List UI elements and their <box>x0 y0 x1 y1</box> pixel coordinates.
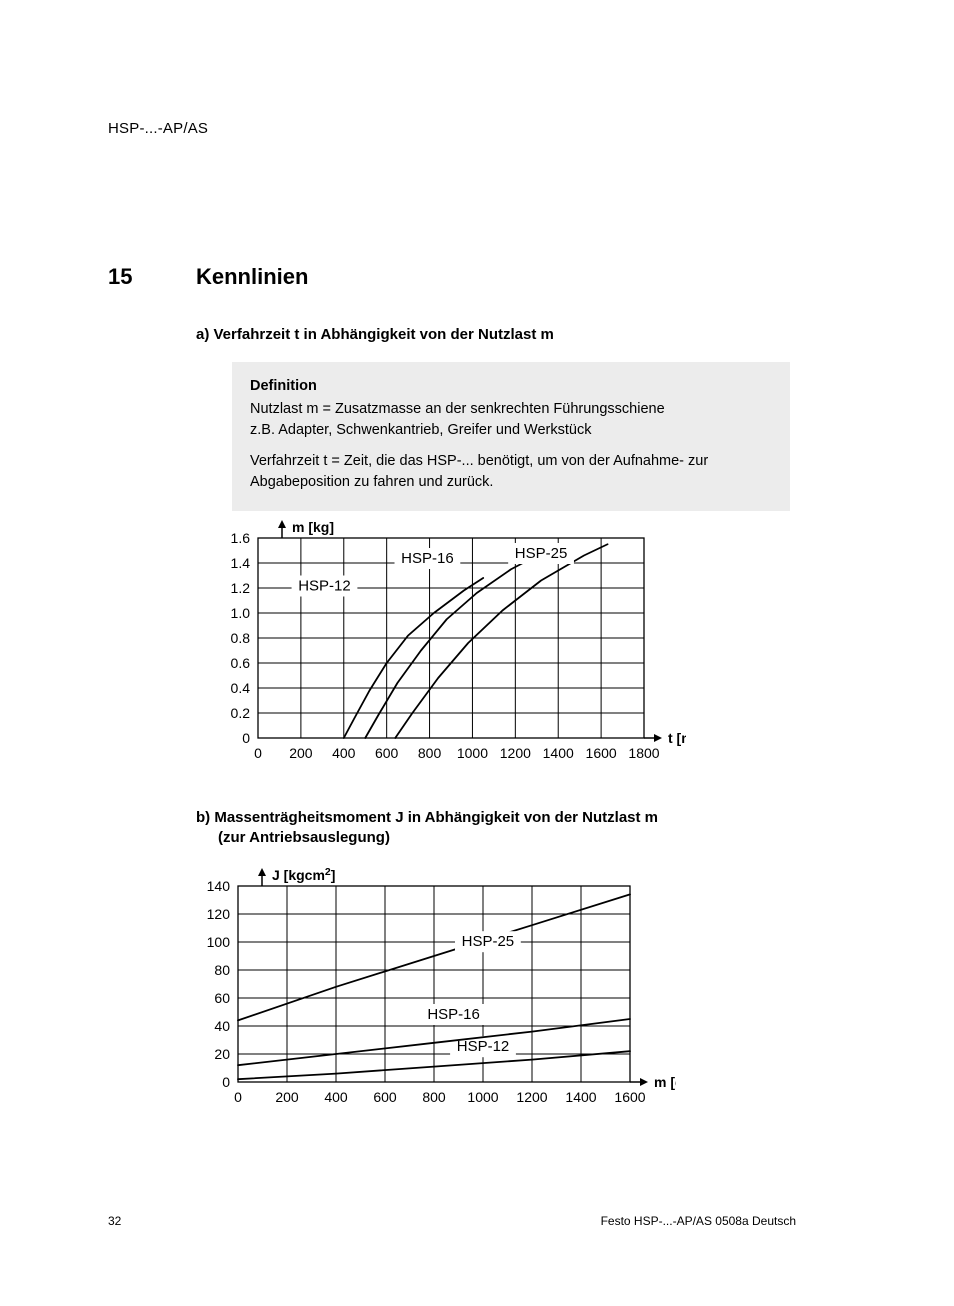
footer-text: Festo HSP-...-AP/AS 0508a Deutsch <box>601 1214 796 1228</box>
svg-text:140: 140 <box>207 878 231 894</box>
svg-text:J [kgcm2]: J [kgcm2] <box>272 866 335 883</box>
section-heading-row: 15 Kennlinien <box>108 264 308 290</box>
svg-text:1.6: 1.6 <box>231 530 251 546</box>
svg-text:1200: 1200 <box>516 1089 547 1105</box>
svg-text:1400: 1400 <box>543 745 574 761</box>
svg-text:1600: 1600 <box>614 1089 645 1105</box>
svg-text:1.4: 1.4 <box>231 555 251 571</box>
svg-text:0: 0 <box>234 1089 242 1105</box>
svg-text:600: 600 <box>375 745 399 761</box>
subheading-b-line1: b) Massenträgheitsmoment J in Abhängigke… <box>196 808 658 828</box>
svg-text:40: 40 <box>214 1018 230 1034</box>
page-number: 32 <box>108 1214 121 1228</box>
definition-line: Abgabeposition zu fahren und zurück. <box>250 472 772 493</box>
definition-line: Nutzlast m = Zusatzmasse an der senkrech… <box>250 399 772 420</box>
svg-text:0: 0 <box>222 1074 230 1090</box>
svg-text:1000: 1000 <box>467 1089 498 1105</box>
section-number: 15 <box>108 264 196 290</box>
svg-text:1200: 1200 <box>500 745 531 761</box>
svg-text:1600: 1600 <box>586 745 617 761</box>
header-product-code: HSP-...-AP/AS <box>108 120 208 137</box>
svg-text:120: 120 <box>207 906 231 922</box>
svg-text:200: 200 <box>275 1089 299 1105</box>
definition-line: Verfahrzeit t = Zeit, die das HSP-... be… <box>250 451 772 472</box>
svg-text:HSP-16: HSP-16 <box>401 550 454 567</box>
svg-text:HSP-16: HSP-16 <box>427 1006 480 1023</box>
svg-text:20: 20 <box>214 1046 230 1062</box>
svg-text:0.2: 0.2 <box>231 705 251 721</box>
svg-text:60: 60 <box>214 990 230 1006</box>
svg-text:800: 800 <box>418 745 442 761</box>
svg-text:0.6: 0.6 <box>231 655 251 671</box>
svg-text:1800: 1800 <box>628 745 659 761</box>
svg-text:HSP-25: HSP-25 <box>515 545 568 562</box>
svg-text:HSP-25: HSP-25 <box>462 933 515 950</box>
svg-text:t [ms]: t [ms] <box>668 730 686 746</box>
subheading-b-line2: (zur Antriebsauslegung) <box>196 828 658 848</box>
definition-line: z.B. Adapter, Schwenkantrieb, Greifer un… <box>250 420 772 441</box>
svg-text:0.4: 0.4 <box>231 680 251 696</box>
definition-title: Definition <box>250 376 772 397</box>
definition-box: Definition Nutzlast m = Zusatzmasse an d… <box>232 362 790 511</box>
svg-text:0.8: 0.8 <box>231 630 251 646</box>
svg-text:0: 0 <box>242 730 250 746</box>
svg-text:1400: 1400 <box>565 1089 596 1105</box>
chart-a: m [kg] t [ms] 0 0.2 0.4 0.6 0.8 1.0 1.2 1.4 1.6 0 20… <box>196 516 686 801</box>
chart-b: J [kgcm2]m [g]02040608010012014002004006… <box>176 864 676 1141</box>
svg-text:800: 800 <box>422 1089 446 1105</box>
svg-text:1.0: 1.0 <box>231 605 251 621</box>
svg-text:100: 100 <box>207 934 231 950</box>
svg-text:80: 80 <box>214 962 230 978</box>
subheading-b: b) Massenträgheitsmoment J in Abhängigke… <box>196 808 658 849</box>
svg-text:HSP-12: HSP-12 <box>457 1038 510 1055</box>
svg-text:400: 400 <box>324 1089 348 1105</box>
svg-text:HSP-12: HSP-12 <box>298 578 351 595</box>
section-title: Kennlinien <box>196 264 308 290</box>
svg-text:1.2: 1.2 <box>231 580 251 596</box>
svg-text:1000: 1000 <box>457 745 488 761</box>
svg-text:m [kg]: m [kg] <box>292 519 334 535</box>
subheading-a: a) Verfahrzeit t in Abhängigkeit von der… <box>196 326 554 343</box>
svg-text:200: 200 <box>289 745 313 761</box>
svg-text:0: 0 <box>254 745 262 761</box>
svg-text:600: 600 <box>373 1089 397 1105</box>
svg-text:m [g]: m [g] <box>654 1074 676 1090</box>
svg-text:400: 400 <box>332 745 356 761</box>
